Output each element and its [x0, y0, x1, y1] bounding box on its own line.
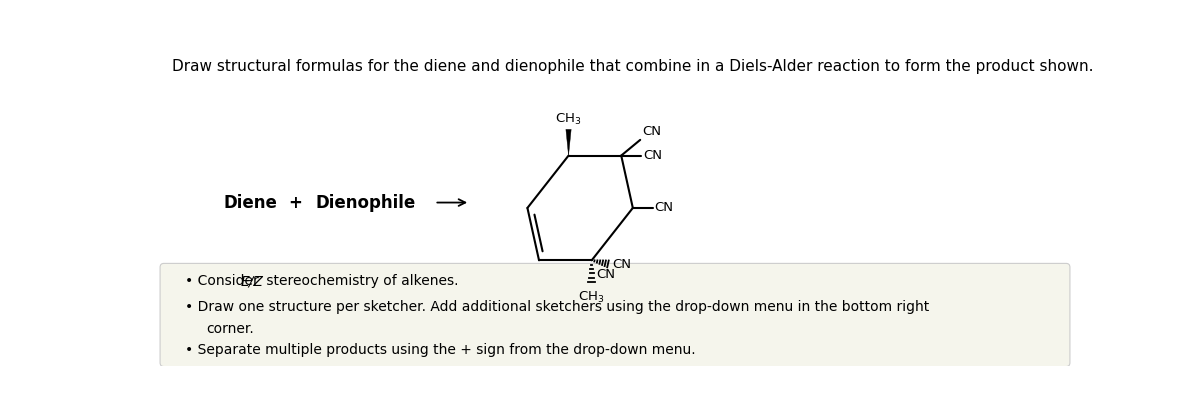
Text: • Separate multiple products using the + sign from the drop-down menu.: • Separate multiple products using the +…	[185, 343, 696, 358]
Polygon shape	[566, 129, 571, 156]
Text: CN: CN	[612, 258, 631, 271]
Text: Dienophile: Dienophile	[316, 194, 415, 212]
Text: CN: CN	[642, 125, 661, 139]
Text: CH$_3$: CH$_3$	[556, 112, 582, 127]
Text: stereochemistry of alkenes.: stereochemistry of alkenes.	[262, 274, 458, 288]
Text: +: +	[288, 194, 302, 212]
Text: CN: CN	[643, 149, 662, 162]
Text: Draw structural formulas for the diene and dienophile that combine in a Diels-Al: Draw structural formulas for the diene a…	[172, 59, 1093, 74]
Text: E/Z: E/Z	[240, 274, 263, 288]
FancyBboxPatch shape	[160, 263, 1070, 367]
Text: CH$_3$: CH$_3$	[578, 290, 605, 305]
Text: CN: CN	[596, 268, 614, 282]
Text: corner.: corner.	[206, 322, 254, 336]
Text: CN: CN	[654, 201, 673, 215]
Text: • Draw one structure per sketcher. Add additional sketchers using the drop-down : • Draw one structure per sketcher. Add a…	[185, 300, 929, 314]
Text: Diene: Diene	[223, 194, 277, 212]
Text: • Consider: • Consider	[185, 274, 263, 288]
